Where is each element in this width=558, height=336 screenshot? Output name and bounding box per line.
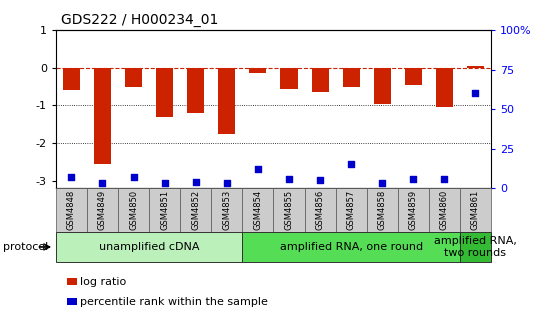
Text: GSM4861: GSM4861 bbox=[471, 190, 480, 230]
Bar bbox=[218, 68, 235, 134]
Point bbox=[347, 162, 355, 167]
Text: GSM4857: GSM4857 bbox=[347, 190, 355, 230]
Point bbox=[378, 181, 387, 186]
Bar bbox=[460, 232, 491, 262]
Bar bbox=[249, 68, 266, 74]
Bar bbox=[305, 188, 335, 232]
Point bbox=[191, 179, 200, 184]
Bar bbox=[56, 232, 242, 262]
Bar bbox=[149, 188, 180, 232]
Bar bbox=[467, 66, 484, 68]
Text: GSM4852: GSM4852 bbox=[191, 190, 200, 230]
Text: GSM4848: GSM4848 bbox=[67, 190, 76, 230]
Text: GSM4855: GSM4855 bbox=[285, 190, 294, 230]
Bar bbox=[281, 68, 297, 88]
Point bbox=[409, 176, 418, 181]
Text: GSM4860: GSM4860 bbox=[440, 190, 449, 230]
Text: GSM4856: GSM4856 bbox=[316, 190, 325, 230]
Bar bbox=[273, 188, 305, 232]
Text: GSM4858: GSM4858 bbox=[378, 190, 387, 230]
Point bbox=[316, 177, 325, 183]
Bar bbox=[156, 68, 173, 117]
Point bbox=[285, 176, 294, 181]
Text: percentile rank within the sample: percentile rank within the sample bbox=[80, 297, 268, 307]
Point bbox=[67, 174, 76, 180]
Text: GDS222 / H000234_01: GDS222 / H000234_01 bbox=[61, 13, 219, 27]
Text: amplified RNA, one round: amplified RNA, one round bbox=[280, 242, 423, 252]
Point bbox=[129, 174, 138, 180]
Bar bbox=[311, 68, 329, 92]
Bar bbox=[94, 68, 111, 164]
Bar bbox=[63, 68, 80, 90]
Bar bbox=[211, 188, 242, 232]
Bar bbox=[460, 188, 491, 232]
Point bbox=[471, 91, 480, 96]
Text: log ratio: log ratio bbox=[80, 277, 126, 287]
Bar bbox=[187, 68, 204, 113]
Text: amplified RNA,
two rounds: amplified RNA, two rounds bbox=[434, 236, 517, 258]
Bar bbox=[367, 188, 398, 232]
Text: GSM4851: GSM4851 bbox=[160, 190, 169, 230]
Bar bbox=[398, 188, 429, 232]
Bar bbox=[405, 68, 422, 85]
Text: protocol: protocol bbox=[3, 242, 48, 252]
Text: GSM4859: GSM4859 bbox=[409, 190, 418, 230]
Bar bbox=[436, 68, 453, 107]
Text: GSM4850: GSM4850 bbox=[129, 190, 138, 230]
Text: unamplified cDNA: unamplified cDNA bbox=[99, 242, 199, 252]
Text: GSM4854: GSM4854 bbox=[253, 190, 262, 230]
Bar bbox=[242, 188, 273, 232]
Bar bbox=[335, 188, 367, 232]
Bar bbox=[125, 68, 142, 87]
Bar bbox=[374, 68, 391, 103]
Point bbox=[222, 181, 231, 186]
Text: GSM4853: GSM4853 bbox=[222, 190, 231, 230]
Bar bbox=[242, 232, 460, 262]
Point bbox=[98, 181, 107, 186]
Bar bbox=[180, 188, 211, 232]
Text: GSM4849: GSM4849 bbox=[98, 190, 107, 230]
Bar bbox=[118, 188, 149, 232]
Point bbox=[253, 167, 262, 172]
Point bbox=[160, 181, 169, 186]
Bar bbox=[343, 68, 360, 87]
Point bbox=[440, 176, 449, 181]
Bar bbox=[429, 188, 460, 232]
Bar bbox=[87, 188, 118, 232]
Bar bbox=[56, 188, 87, 232]
